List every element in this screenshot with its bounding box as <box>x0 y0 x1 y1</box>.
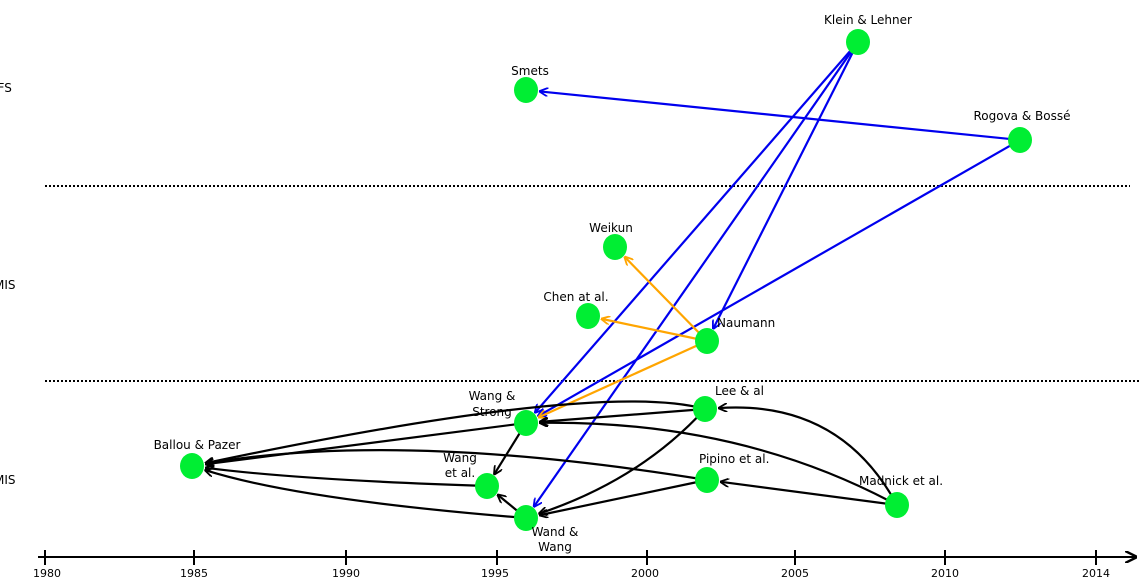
node-marker <box>695 467 719 493</box>
node-label-weikun: Weikun <box>589 221 633 235</box>
timeline-ticks <box>44 550 1097 565</box>
node-marker <box>475 473 499 499</box>
edge-lee-to-wandwang <box>539 408 706 514</box>
edge-rogova-to-wangstrong <box>538 139 1021 416</box>
node-label-ballou: Ballou & Pazer <box>154 438 241 452</box>
node-marker <box>695 328 719 354</box>
node-madnick: Madnick et al. <box>859 474 943 518</box>
node-label-wangstrong: Wang & Strong <box>469 389 516 419</box>
node-label-pipino: Pipino et al. <box>699 452 769 466</box>
edge-madnick-to-pipino <box>721 482 898 507</box>
edge-lee-to-ballou <box>206 400 706 463</box>
node-marker <box>576 303 600 329</box>
node-label-klein: Klein & Lehner <box>824 13 912 27</box>
tick-label-1990: 1990 <box>332 567 360 580</box>
node-pipino: Pipino et al. <box>695 452 769 493</box>
node-label-madnick: Madnick et al. <box>859 474 943 488</box>
node-naumann: Naumann <box>695 316 775 354</box>
paper-nodes: Smets Klein & Lehner Rogova & Bossé Weikun C… <box>154 13 1071 554</box>
tick-label-2005: 2005 <box>781 567 809 580</box>
citation-edges <box>205 41 1021 520</box>
edge-klein-to-wangstrong <box>535 41 859 412</box>
edge-rogova-to-smets <box>540 91 1021 142</box>
edge-klein-to-naumann <box>713 41 859 329</box>
tick-label-2014: 2014 <box>1082 567 1110 580</box>
node-marker <box>603 234 627 260</box>
edge-lee-to-wangstrong <box>540 407 706 422</box>
timeline-axis: 1980 1985 1990 1995 2000 2005 2010 2014 <box>33 550 1136 580</box>
node-smets: Smets <box>511 64 549 103</box>
node-lee: Lee & al <box>693 384 764 422</box>
tick-label-2000: 2000 <box>631 567 659 580</box>
band-label-mis-lower: MIS <box>0 473 16 487</box>
edge-wandwang-to-ballou <box>205 470 527 520</box>
node-marker <box>846 29 870 55</box>
node-label-chen: Chen at al. <box>543 290 608 304</box>
edge-wangetal-to-ballou <box>206 468 488 488</box>
node-ballou: Ballou & Pazer <box>154 438 241 479</box>
node-marker <box>514 410 538 436</box>
tick-label-2010: 2010 <box>931 567 959 580</box>
node-weikun: Weikun <box>589 221 633 260</box>
node-marker <box>693 396 717 422</box>
edge-madnick-to-wangstrong <box>540 423 898 506</box>
edge-naumann-to-weikun <box>625 257 708 342</box>
tick-label-1985: 1985 <box>180 567 208 580</box>
node-rogova: Rogova & Bossé <box>973 109 1071 153</box>
band-label-ifs: IFS <box>0 81 12 95</box>
node-label-wangetal: Wang et al. <box>443 451 477 480</box>
node-label-smets: Smets <box>511 64 549 78</box>
node-label-lee: Lee & al <box>715 384 764 398</box>
node-label-wandwang: Wand & Wang <box>532 525 579 554</box>
node-wangetal: Wang et al. <box>443 451 499 499</box>
node-klein: Klein & Lehner <box>824 13 912 55</box>
node-marker <box>885 492 909 518</box>
edge-wangstrong-to-ballou <box>206 421 527 464</box>
node-label-naumann: Naumann <box>717 316 775 330</box>
node-label-rogova: Rogova & Bossé <box>973 109 1070 123</box>
tick-label-1995: 1995 <box>481 567 509 580</box>
node-chen: Chen at al. <box>543 290 609 329</box>
edge-pipino-to-wandwang <box>540 478 708 515</box>
node-wangstrong: Wang & Strong <box>469 389 538 436</box>
band-label-mis-upper: MIS <box>0 278 16 292</box>
edge-naumann-to-chen <box>602 319 708 343</box>
node-wandwang: Wand & Wang <box>514 505 578 554</box>
node-marker <box>514 505 538 531</box>
edge-pipino-to-ballou <box>206 449 708 482</box>
edge-madnick-to-lee <box>719 407 898 506</box>
edge-klein-to-wandwang <box>534 41 859 507</box>
node-marker <box>180 453 204 479</box>
node-marker <box>1008 127 1032 153</box>
tick-label-1980: 1980 <box>33 567 61 580</box>
node-marker <box>514 77 538 103</box>
